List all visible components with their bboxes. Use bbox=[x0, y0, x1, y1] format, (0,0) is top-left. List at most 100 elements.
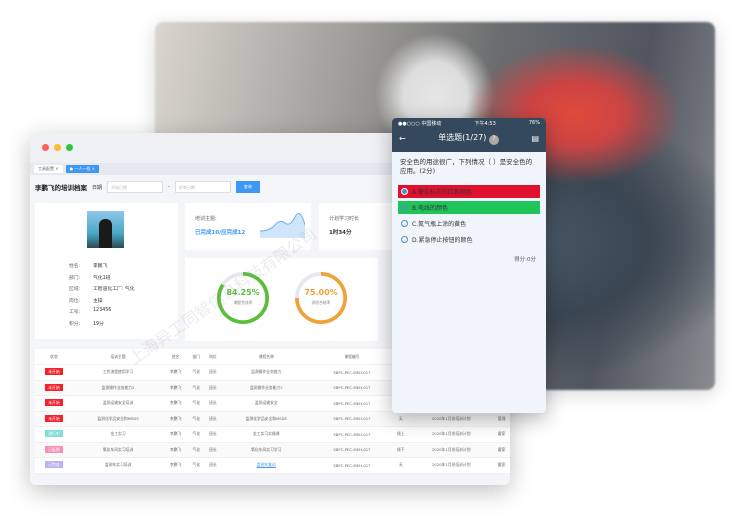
help-icon[interactable]: ? bbox=[488, 135, 499, 145]
table-cell: SBPC-PEC-MEH-017 bbox=[311, 411, 393, 427]
table-cell: SBPC-PEC-MEH-017 bbox=[311, 426, 393, 443]
column-header: 课程编号 bbox=[311, 349, 393, 365]
column-header: 培训主题 bbox=[72, 349, 164, 365]
table-cell: 金工实习实操课 bbox=[221, 426, 312, 443]
table-cell: 无 bbox=[392, 411, 410, 427]
profile-field: 工号: 123456 bbox=[69, 308, 112, 315]
radio-icon[interactable] bbox=[401, 236, 408, 243]
table-cell: 氧化车间实习培训 bbox=[72, 442, 164, 458]
status-badge: 未开始 bbox=[45, 368, 63, 376]
radio-icon[interactable] bbox=[401, 204, 408, 211]
table-cell: 监测化学品安全和MSDS bbox=[72, 411, 164, 427]
answer-card-icon[interactable]: ▤ bbox=[531, 134, 539, 143]
table-cell: 班长 bbox=[204, 426, 222, 443]
table-cell: 监测操作业务能力2 bbox=[72, 380, 164, 396]
table-cell: 班长 bbox=[204, 395, 222, 412]
table-cell: SBPC-PEC-MEH-017 bbox=[311, 395, 393, 412]
column-header: 岗位 bbox=[204, 349, 222, 365]
table-cell: SBPC-PEC-MEH-017 bbox=[311, 457, 393, 474]
rates-card: 84.25% 课题完成率 75.00% 测验合格率 bbox=[185, 258, 378, 341]
question-text: 安全色的用途很广，下列情况（ ）是安全色的应用。(2分) bbox=[400, 158, 533, 175]
table-cell: 监测操作业务能力 bbox=[221, 364, 312, 381]
table-row[interactable]: 已完成 监测车实习培训 李鹏飞 气化 班长 监测车复训 SBPC-PEC-MEH-017 无 2… bbox=[35, 457, 510, 474]
answer-option[interactable]: B.电线的颜色 bbox=[398, 201, 540, 214]
table-cell: 监测运输安全培训 bbox=[72, 395, 164, 412]
sparkline bbox=[260, 213, 305, 238]
minimize-dot[interactable] bbox=[54, 144, 61, 151]
profile-field: 岗位: 主操 bbox=[69, 298, 103, 304]
close-dot[interactable] bbox=[42, 144, 49, 151]
table-cell: 班长 bbox=[204, 457, 222, 474]
table-cell: 李鹏飞 bbox=[163, 411, 189, 427]
table-cell: 班长 bbox=[204, 411, 222, 427]
column-header: 状态 bbox=[35, 349, 73, 365]
date-label: 日期 bbox=[92, 184, 103, 191]
table-cell: 气化 bbox=[188, 411, 205, 427]
table-cell: 气化 bbox=[188, 364, 205, 381]
status-badge: 已完成 bbox=[45, 461, 63, 469]
quiz-title: 单选题(1/27) bbox=[438, 133, 487, 142]
table-cell: 霍家 bbox=[493, 442, 510, 458]
table-cell: 班长 bbox=[204, 364, 222, 381]
table-cell: 班长 bbox=[204, 442, 222, 458]
table-cell: 无 bbox=[392, 457, 410, 474]
table-cell: SBPC-PEC-MEH-017 bbox=[311, 442, 393, 458]
table-cell: 金工实习 bbox=[72, 426, 164, 443]
table-cell: 氧化车间实习学习 bbox=[221, 442, 312, 458]
table-cell[interactable]: 监测车复训 bbox=[221, 457, 312, 474]
table-cell: 气化 bbox=[188, 457, 205, 474]
answer-option[interactable]: A.警告标志的红色颜色 bbox=[398, 185, 540, 198]
table-cell: 李鹏飞 bbox=[163, 457, 189, 474]
training-theme-card: 培训主题: 已完成10/应完成12 bbox=[185, 203, 311, 250]
table-cell: 气化 bbox=[188, 380, 205, 396]
table-row[interactable]: 进行中 金工实习 李鹏飞 气化 班长 金工实习实操课 SBPC-PEC-MEH-017 线上 2… bbox=[35, 426, 510, 443]
table-cell: 霍家 bbox=[493, 426, 510, 443]
profile-field: 区域: 工智道化工厂: 气化 bbox=[69, 287, 135, 292]
page-title: 李鹏飞的培训档案 bbox=[35, 184, 87, 192]
column-header: 课程名称 bbox=[221, 349, 312, 365]
tab-profile[interactable]: ● 一人一档 × bbox=[65, 165, 100, 173]
table-cell: 2020年1月份培训计划 bbox=[409, 442, 494, 458]
answer-option[interactable]: C.氮气瓶上涂的黄色 bbox=[398, 217, 540, 230]
maximize-dot[interactable] bbox=[66, 144, 73, 151]
mobile-quiz: ●●○○○ 中国移动 下午4:53 76% ← 单选题(1/27) ? ▤ 安全色的… bbox=[392, 118, 546, 413]
table-cell: 气化 bbox=[188, 442, 205, 458]
table-cell: 监测运输安全 bbox=[221, 395, 312, 412]
table-cell: SBPC-PEC-MEH-017 bbox=[311, 380, 393, 396]
column-header: 姓名 bbox=[163, 349, 189, 365]
table-cell: 班长 bbox=[204, 380, 222, 396]
table-cell: 李鹏飞 bbox=[163, 426, 189, 443]
table-cell: 李鹏飞 bbox=[163, 364, 189, 381]
query-button[interactable]: 查询 bbox=[235, 181, 260, 193]
score: 得分:0分 bbox=[514, 257, 536, 263]
start-date-input[interactable]: 开始日期 bbox=[107, 181, 164, 193]
answer-option[interactable]: D.紧急停止按钮的颜色 bbox=[398, 233, 540, 246]
status-badge: 已延期 bbox=[45, 445, 63, 453]
table-cell: 工作流程使用学习 bbox=[72, 364, 164, 381]
end-date-input[interactable]: 结束日期 bbox=[174, 181, 231, 193]
table-cell: 监测车实习培训 bbox=[72, 457, 164, 474]
radio-icon[interactable] bbox=[401, 220, 408, 227]
avatar bbox=[87, 211, 124, 248]
table-cell: 气化 bbox=[188, 426, 205, 443]
table-row[interactable]: 未开始 监测化学品安全和MSDS 李鹏飞 气化 班长 监测化学品安全和MSDS SBPC-P… bbox=[35, 411, 510, 427]
pass-rate-ring bbox=[295, 272, 347, 324]
profile-card: 姓名: 李鹏飞 部门: 气化1班区域: 工智道化工厂: 气化 岗位: 主操工号: 123456… bbox=[35, 203, 178, 339]
profile-field: 姓名: 李鹏飞 bbox=[69, 264, 108, 269]
table-cell: 李鹏飞 bbox=[163, 380, 189, 396]
table-cell: 霍家 bbox=[493, 457, 510, 474]
status-badge: 未开始 bbox=[45, 383, 63, 391]
profile-field: 部门: 气化1班 bbox=[69, 275, 111, 281]
table-row[interactable]: 已延期 氧化车间实习培训 李鹏飞 气化 班长 氧化车间实习学习 SBPC-PEC-MEH-0… bbox=[35, 442, 510, 458]
back-arrow-icon[interactable]: ← bbox=[399, 134, 406, 143]
column-header: 部门 bbox=[188, 349, 205, 365]
table-cell: 监测操作业务能力2 bbox=[221, 380, 312, 396]
table-cell: 李鹏飞 bbox=[163, 395, 189, 412]
table-cell: 李鹏飞 bbox=[163, 442, 189, 458]
tab-tools[interactable]: 工具配置 × bbox=[34, 165, 63, 173]
status-badge: 未开始 bbox=[45, 414, 63, 422]
radio-icon[interactable] bbox=[401, 188, 408, 195]
status-badge: 未开始 bbox=[45, 399, 63, 407]
table-cell: 2020年1月份培训计划 bbox=[409, 426, 494, 443]
table-cell: SBPC-PEC-MEH-017 bbox=[311, 364, 393, 381]
